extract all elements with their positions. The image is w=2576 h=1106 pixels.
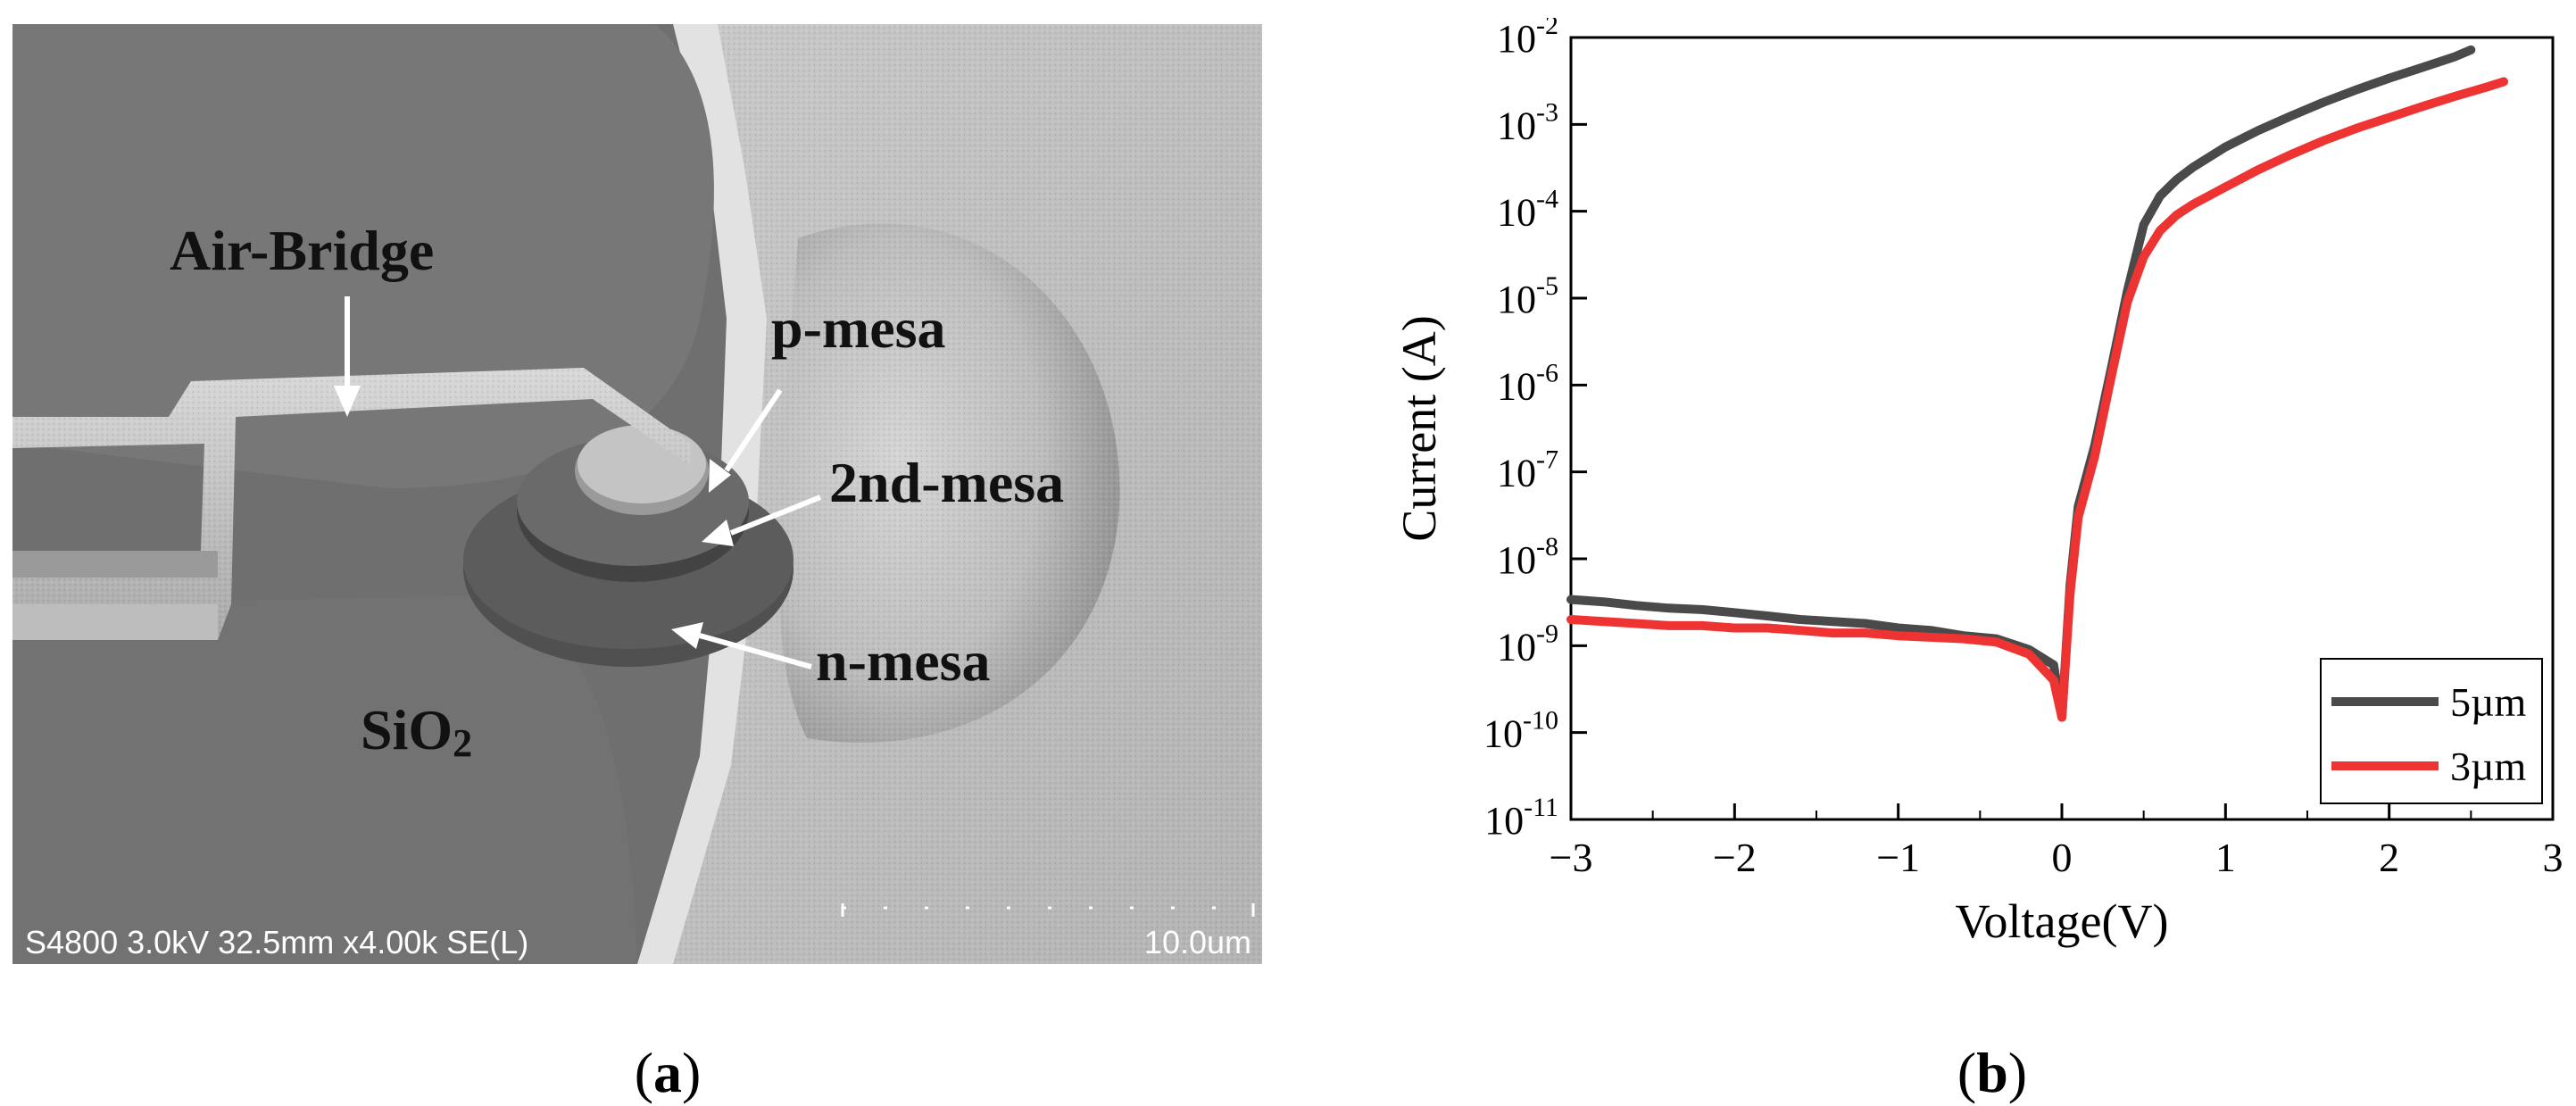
series-line-1 <box>1566 45 2476 722</box>
y-tick-label: 10-10 <box>1483 706 1558 756</box>
label-p-mesa: p-mesa <box>771 296 946 360</box>
x-tick-label: −3 <box>1550 835 1593 880</box>
y-tick-label: 10-11 <box>1484 793 1558 843</box>
caption-b: (b) <box>1957 1041 2028 1104</box>
y-tick-label: 10-7 <box>1497 445 1558 495</box>
x-tick-label: 0 <box>2052 835 2073 880</box>
label-sio2: SiO2 <box>361 698 472 765</box>
x-axis-label: Voltage(V) <box>1956 894 2169 948</box>
legend-box <box>2320 658 2543 804</box>
label-2nd-mesa: 2nd-mesa <box>829 451 1064 514</box>
x-tick-label: −1 <box>1876 835 1920 880</box>
y-tick-label: 10-3 <box>1497 97 1558 147</box>
sem-image: Air-Bridge p-mesa 2nd-mesa n-mesa SiO2 S… <box>12 24 1262 964</box>
y-tick-label: 10-4 <box>1497 185 1558 235</box>
arrow-air-bridge-head <box>334 386 361 417</box>
x-tick-label: 1 <box>2215 835 2236 880</box>
legend-label-1: 5µm <box>2450 679 2527 725</box>
scale-bar-label: 10.0um <box>1144 924 1251 960</box>
arrow-p-mesa <box>724 388 783 472</box>
caption-a: (a) <box>634 1041 702 1104</box>
y-tick-label: 10-6 <box>1497 358 1558 408</box>
x-tick-label: −2 <box>1713 835 1757 880</box>
y-axis-label: Current (A) <box>1392 315 1446 541</box>
series-line-2 <box>1566 77 2508 722</box>
arrow-2nd-mesa <box>729 495 822 536</box>
y-tick-label: 10-9 <box>1497 619 1558 669</box>
sem-info-text: S4800 3.0kV 32.5mm x4.00k SE(L) <box>25 924 528 960</box>
y-tick-label: 10-5 <box>1497 271 1558 321</box>
label-n-mesa: n-mesa <box>816 629 991 693</box>
x-tick-label: 2 <box>2379 835 2399 880</box>
scale-bar <box>841 903 1255 917</box>
x-tick-label: 3 <box>2543 835 2564 880</box>
arrow-n-mesa <box>699 633 812 669</box>
legend-label-2: 3µm <box>2450 744 2527 789</box>
y-tick-label: 10-2 <box>1497 18 1558 61</box>
y-tick-label: 10-8 <box>1497 532 1558 582</box>
edge-strip <box>637 24 767 964</box>
iv-chart: −3 −2 −1 0 1 2 3 10-11 10-10 10-9 10-8 10-7 10-6 10-5… <box>1392 11 2564 948</box>
label-air-bridge: Air-Bridge <box>170 219 434 282</box>
annotation-arrows <box>334 296 822 669</box>
iv-chart-panel: −3 −2 −1 0 1 2 3 10-11 10-10 10-9 10-8 10-7 10-6 10-5… <box>1392 11 2576 982</box>
sio2-region <box>12 595 637 964</box>
sem-micrograph-panel: Air-Bridge p-mesa 2nd-mesa n-mesa SiO2 S… <box>12 24 1262 964</box>
